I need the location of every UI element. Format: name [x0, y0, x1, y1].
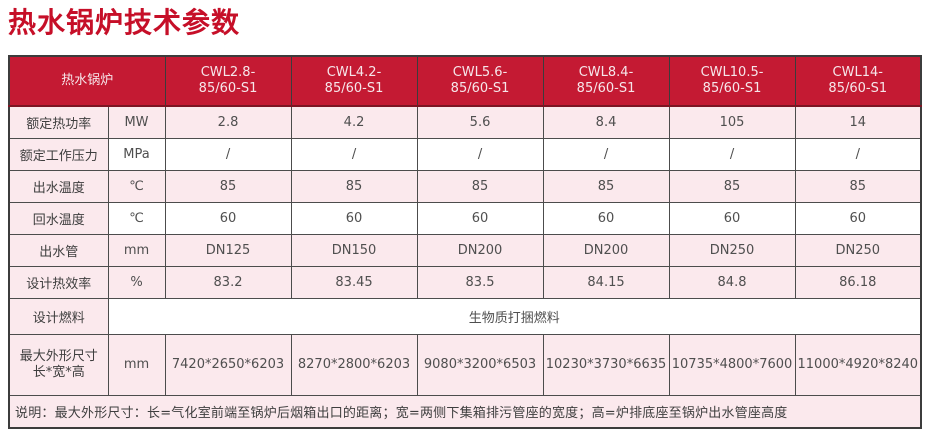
- cell-value: /: [416, 138, 544, 171]
- cell-value: 84.8: [668, 266, 796, 299]
- row-label: 最大外形尺寸 长*宽*高: [8, 334, 109, 396]
- fuel-value-cell: 生物质打捆燃料: [107, 298, 922, 335]
- cell-value: 85: [416, 170, 544, 203]
- row-unit: mm: [107, 234, 166, 267]
- model-name-line2: 85/60-S1: [324, 81, 384, 96]
- model-name-line1: CWL8.4-: [578, 65, 634, 80]
- cell-value: /: [542, 138, 670, 171]
- cell-value: DN250: [668, 234, 796, 267]
- table-header-row: 热水锅炉 CWL2.8- 85/60-S1 CWL4.2- 85/60-S1 C…: [8, 55, 922, 107]
- row-unit: mm: [107, 334, 166, 396]
- cell-value: 11000*4920*8240: [794, 334, 922, 396]
- model-header-cell: CWL4.2- 85/60-S1: [290, 55, 418, 107]
- table-row-return-temp: 回水温度 ℃ 60 60 60 60 60 60: [8, 202, 922, 235]
- table-row-outlet-temp: 出水温度 ℃ 85 85 85 85 85 85: [8, 170, 922, 203]
- row-label: 额定热功率: [8, 105, 109, 139]
- table-row-max-dimensions: 最大外形尺寸 长*宽*高 mm 7420*2650*6203 8270*2800…: [8, 334, 922, 396]
- row-label: 回水温度: [8, 202, 109, 235]
- row-label: 出水管: [8, 234, 109, 267]
- model-name-line2: 85/60-S1: [702, 81, 762, 96]
- table-note: 说明：最大外形尺寸：长=气化室前端至锅炉后烟箱出口的距离；宽=两侧下集箱排污管座…: [8, 395, 922, 429]
- model-name-line2: 85/60-S1: [450, 81, 510, 96]
- cell-value: 105: [668, 105, 796, 139]
- cell-value: 85: [542, 170, 670, 203]
- cell-value: 60: [164, 202, 292, 235]
- cell-value: 60: [290, 202, 418, 235]
- cell-value: 83.5: [416, 266, 544, 299]
- row-label: 额定工作压力: [8, 138, 109, 171]
- model-header-cell: CWL10.5- 85/60-S1: [668, 55, 796, 107]
- model-name-line1: CWL2.8-: [200, 65, 256, 80]
- cell-value: 86.18: [794, 266, 922, 299]
- cell-value: 83.45: [290, 266, 418, 299]
- row-unit: MW: [107, 105, 166, 139]
- cell-value: /: [290, 138, 418, 171]
- row-unit: ℃: [107, 202, 166, 235]
- model-name-line2: 85/60-S1: [828, 81, 888, 96]
- cell-value: 60: [542, 202, 670, 235]
- cell-value: 60: [668, 202, 796, 235]
- corner-header-cell: 热水锅炉: [8, 55, 166, 107]
- cell-value: 85: [794, 170, 922, 203]
- table-note-row: 说明：最大外形尺寸：长=气化室前端至锅炉后烟箱出口的距离；宽=两侧下集箱排污管座…: [8, 395, 922, 429]
- model-header-cell: CWL8.4- 85/60-S1: [542, 55, 670, 107]
- cell-value: 9080*3200*6503: [416, 334, 544, 396]
- cell-value: 10735*4800*7600: [668, 334, 796, 396]
- model-name-line2: 85/60-S1: [198, 81, 258, 96]
- cell-value: 10230*3730*6635: [542, 334, 670, 396]
- boiler-params-table: 热水锅炉 CWL2.8- 85/60-S1 CWL4.2- 85/60-S1 C…: [8, 55, 923, 429]
- cell-value: 7420*2650*6203: [164, 334, 292, 396]
- cell-value: 84.15: [542, 266, 670, 299]
- cell-value: 5.6: [416, 105, 544, 139]
- model-name-line1: CWL5.6-: [452, 65, 508, 80]
- cell-value: 83.2: [164, 266, 292, 299]
- cell-value: 60: [416, 202, 544, 235]
- cell-value: /: [794, 138, 922, 171]
- cell-value: 85: [668, 170, 796, 203]
- cell-value: 2.8: [164, 105, 292, 139]
- row-label: 设计热效率: [8, 266, 109, 299]
- page-title: 热水锅炉技术参数: [8, 6, 241, 39]
- row-label-line2: 长*宽*高: [32, 365, 85, 380]
- model-name-line1: CWL10.5-: [700, 65, 764, 80]
- table-row-design-fuel: 设计燃料 生物质打捆燃料: [8, 298, 922, 335]
- row-label-line1: 最大外形尺寸: [19, 349, 98, 364]
- cell-value: 8.4: [542, 105, 670, 139]
- model-header-cell: CWL14- 85/60-S1: [794, 55, 922, 107]
- cell-value: DN200: [416, 234, 544, 267]
- cell-value: DN125: [164, 234, 292, 267]
- table-row-rated-power: 额定热功率 MW 2.8 4.2 5.6 8.4 105 14: [8, 105, 922, 139]
- model-name-line2: 85/60-S1: [576, 81, 636, 96]
- row-label: 设计燃料: [8, 298, 109, 335]
- row-unit: MPa: [107, 138, 166, 171]
- model-name-line1: CWL4.2-: [326, 65, 382, 80]
- table-row-outlet-pipe: 出水管 mm DN125 DN150 DN200 DN200 DN250 DN2…: [8, 234, 922, 267]
- row-label: 出水温度: [8, 170, 109, 203]
- cell-value: DN200: [542, 234, 670, 267]
- table-row-design-efficiency: 设计热效率 % 83.2 83.45 83.5 84.15 84.8 86.18: [8, 266, 922, 299]
- row-unit: %: [107, 266, 166, 299]
- cell-value: 85: [290, 170, 418, 203]
- cell-value: 60: [794, 202, 922, 235]
- cell-value: DN150: [290, 234, 418, 267]
- row-unit: ℃: [107, 170, 166, 203]
- model-header-cell: CWL5.6- 85/60-S1: [416, 55, 544, 107]
- model-name-line1: CWL14-: [832, 65, 883, 80]
- cell-value: DN250: [794, 234, 922, 267]
- cell-value: /: [164, 138, 292, 171]
- cell-value: 8270*2800*6203: [290, 334, 418, 396]
- cell-value: /: [668, 138, 796, 171]
- model-header-cell: CWL2.8- 85/60-S1: [164, 55, 292, 107]
- cell-value: 85: [164, 170, 292, 203]
- cell-value: 14: [794, 105, 922, 139]
- cell-value: 4.2: [290, 105, 418, 139]
- table-row-working-pressure: 额定工作压力 MPa / / / / / /: [8, 138, 922, 171]
